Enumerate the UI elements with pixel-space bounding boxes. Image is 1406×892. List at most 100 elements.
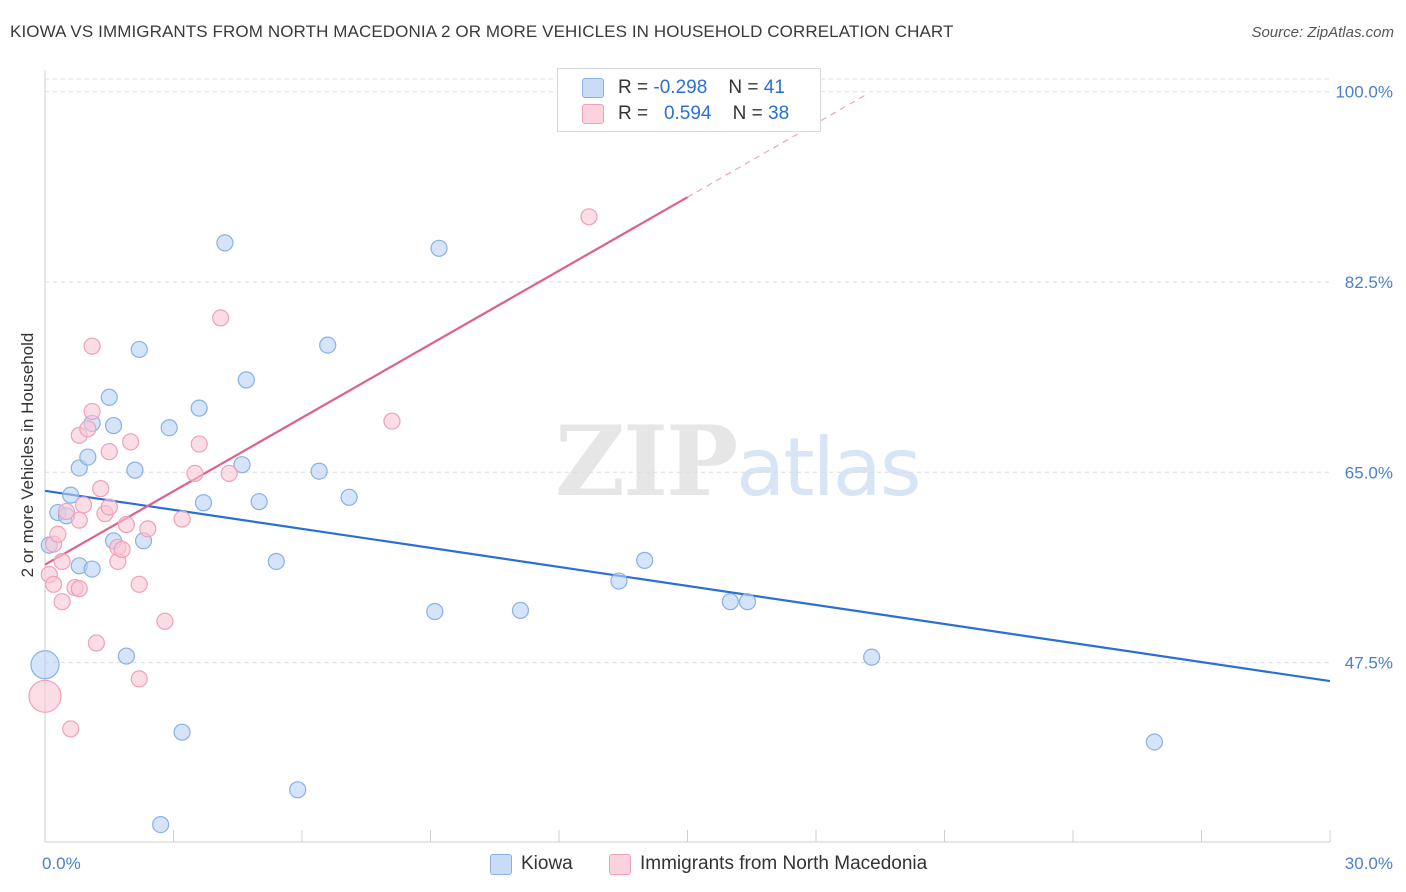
- x-tick-label-0: 0.0%: [42, 854, 81, 873]
- macedonia-point-27: [130, 670, 148, 688]
- macedonia-point-10: [70, 580, 88, 598]
- macedonia-point-11: [70, 511, 88, 529]
- kiowa-point-0: [30, 650, 60, 680]
- series-macedonia-swatch: [609, 854, 631, 875]
- macedonia-point-30: [156, 612, 174, 630]
- source-label: Source: ZipAtlas.com: [1251, 24, 1394, 41]
- kiowa-point-35: [636, 551, 654, 569]
- macedonia-point-28: [130, 575, 148, 593]
- macedonia-point-0: [28, 679, 62, 713]
- macedonia-point-29: [139, 520, 157, 538]
- y-tick-label-0: 47.5%: [1345, 654, 1393, 673]
- legend-kiowa-n-label: N =: [728, 77, 759, 98]
- kiowa-point-18: [160, 419, 178, 437]
- kiowa-point-17: [152, 816, 170, 834]
- legend-macedonia-r-value: 0.594: [663, 103, 712, 124]
- macedonia-point-33: [190, 435, 208, 453]
- grid-lines: [45, 78, 1330, 664]
- legend-macedonia-n-label: N =: [732, 103, 763, 124]
- macedonia-point-21: [100, 443, 118, 461]
- macedonia-point-18: [92, 480, 110, 498]
- macedonia-trend-extension: [687, 93, 868, 198]
- kiowa-point-20: [190, 399, 208, 417]
- y-tick-label-1: 65.0%: [1345, 463, 1393, 482]
- kiowa-point-27: [289, 781, 307, 799]
- watermark-atlas: atlas: [736, 421, 921, 514]
- kiowa-point-23: [233, 456, 251, 474]
- legend-kiowa-r-value: -0.298: [653, 77, 708, 98]
- kiowa-point-4: [62, 486, 80, 504]
- macedonia-point-4: [49, 525, 67, 543]
- macedonia-point-7: [57, 502, 76, 521]
- legend-macedonia-text: R = 0.594 N = 38: [618, 103, 789, 125]
- macedonia-trend-line: [44, 196, 689, 566]
- kiowa-point-14: [126, 461, 144, 479]
- macedonia-point-5: [53, 552, 71, 571]
- legend-kiowa-n-value: 41: [763, 77, 785, 98]
- kiowa-point-26: [267, 552, 285, 571]
- macedonia-point-26: [122, 433, 140, 451]
- x-tick-label-1: 30.0%: [1345, 854, 1393, 873]
- kiowa-point-9: [83, 560, 101, 578]
- macedonia-swatch: [582, 104, 604, 124]
- macedonia-point-2: [44, 575, 63, 593]
- series-kiowa-label: Kiowa: [521, 853, 573, 874]
- legend-macedonia-r-label: R =: [618, 103, 649, 124]
- macedonia-point-31: [173, 510, 191, 528]
- stats-legend: R = -0.298 N = 41 R = 0.594 N = 38: [557, 68, 821, 132]
- watermark: ZIPatlas: [555, 405, 922, 518]
- legend-kiowa-text: R = -0.298 N = 41: [618, 77, 785, 99]
- kiowa-point-10: [100, 388, 118, 406]
- kiowa-point-28: [310, 462, 328, 480]
- macedonia-point-13: [74, 496, 93, 514]
- kiowa-point-29: [319, 336, 337, 354]
- macedonia-point-14: [79, 420, 97, 438]
- y-tick-label-3: 100.0%: [1335, 83, 1393, 102]
- kiowa-point-31: [426, 602, 444, 621]
- series-legend: Kiowa Immigrants from North Macedonia: [0, 852, 1406, 878]
- legend-macedonia-n-value: 38: [768, 103, 790, 124]
- kiowa-point-22: [216, 234, 234, 252]
- kiowa-point-33: [511, 601, 530, 620]
- kiowa-point-19: [173, 723, 191, 741]
- macedonia-point-15: [83, 402, 101, 421]
- macedonia-point-6: [53, 593, 71, 611]
- kiowa-point-32: [430, 239, 448, 257]
- watermark-zip: ZIP: [555, 405, 738, 518]
- kiowa-point-37: [738, 593, 757, 611]
- series-macedonia-label: Immigrants from North Macedonia: [640, 853, 928, 874]
- kiowa-point-15: [130, 340, 148, 359]
- macedonia-point-37: [580, 208, 598, 226]
- kiowa-point-36: [721, 593, 739, 611]
- kiowa-point-38: [863, 648, 881, 666]
- kiowa-point-39: [1145, 733, 1163, 751]
- data-points: [28, 208, 1163, 834]
- macedonia-point-36: [383, 412, 401, 430]
- macedonia-point-25: [117, 515, 135, 534]
- kiowa-point-21: [194, 494, 213, 512]
- axes: [44, 70, 1331, 843]
- kiowa-point-13: [117, 647, 135, 665]
- kiowa-point-24: [237, 371, 255, 389]
- kiowa-point-30: [340, 488, 358, 506]
- kiowa-swatch: [582, 78, 604, 98]
- kiowa-point-7: [79, 448, 97, 466]
- macedonia-point-20: [100, 498, 118, 516]
- macedonia-point-34: [212, 309, 230, 327]
- macedonia-point-35: [220, 464, 238, 482]
- macedonia-point-16: [83, 337, 101, 355]
- chart-title: KIOWA VS IMMIGRANTS FROM NORTH MACEDONIA…: [10, 22, 954, 41]
- macedonia-point-24: [113, 540, 131, 559]
- y-tick-label-2: 82.5%: [1345, 273, 1393, 292]
- kiowa-point-34: [610, 572, 628, 590]
- macedonia-point-17: [87, 634, 106, 652]
- kiowa-point-25: [250, 493, 268, 511]
- kiowa-trend-line: [44, 489, 1331, 683]
- trend-lines: [44, 93, 1331, 683]
- legend-kiowa-r-label: R =: [618, 77, 649, 98]
- tick-labels: 47.5% 65.0% 82.5% 100.0% 0.0% 30.0%: [42, 83, 1393, 873]
- series-kiowa-swatch: [490, 854, 512, 875]
- macedonia-point-8: [62, 720, 80, 738]
- macedonia-point-32: [186, 464, 204, 482]
